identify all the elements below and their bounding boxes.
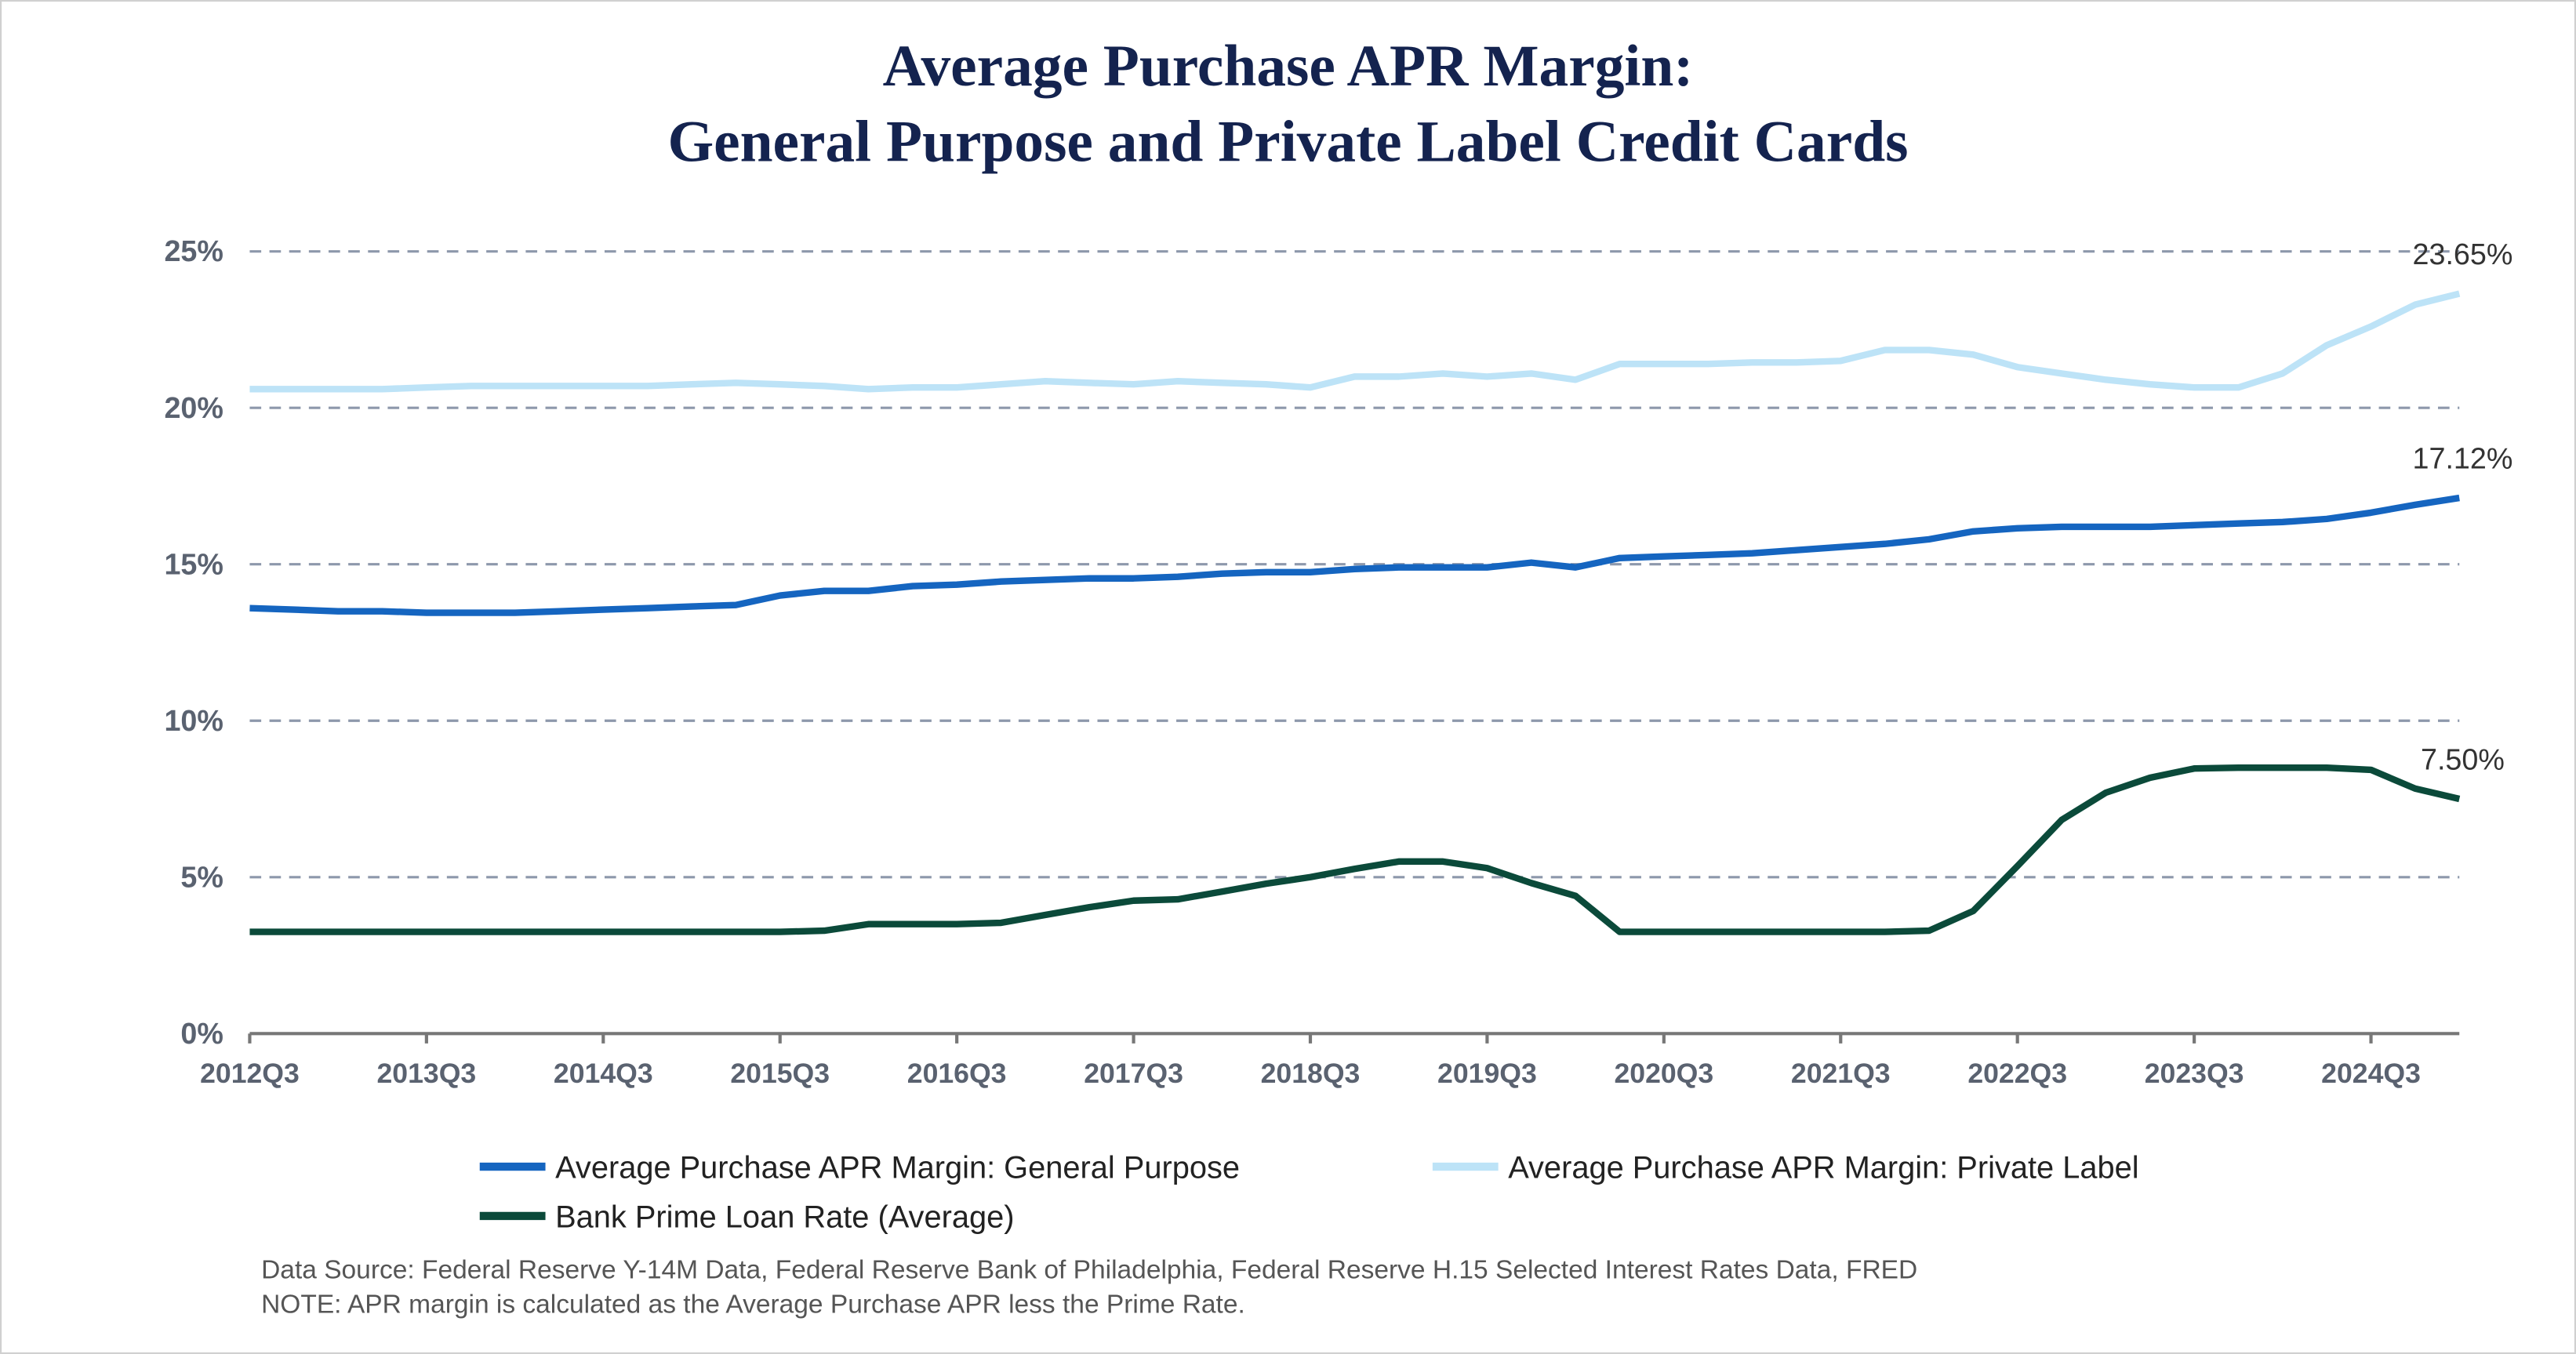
y-tick-label: 10% <box>164 704 223 737</box>
end-label: 23.65% <box>2413 238 2513 270</box>
series-line <box>249 764 2461 935</box>
x-tick-label: 2017Q3 <box>1084 1058 1183 1089</box>
y-tick-label: 5% <box>180 860 223 893</box>
legend-label: Average Purchase APR Margin: Private Lab… <box>1508 1151 2138 1185</box>
method-note: NOTE: APR margin is calculated as the Av… <box>261 1290 1245 1320</box>
y-tick-label: 20% <box>164 391 223 424</box>
x-tick-label: 2016Q3 <box>907 1058 1007 1089</box>
chart-title: Average Purchase APR Margin: <box>883 34 1694 99</box>
legend-label: Bank Prime Loan Rate (Average) <box>555 1200 1014 1235</box>
y-tick-label: 25% <box>164 234 223 267</box>
legend-label: Average Purchase APR Margin: General Pur… <box>555 1151 1240 1185</box>
y-tick-label: 0% <box>180 1017 223 1050</box>
source-note: Data Source: Federal Reserve Y-14M Data,… <box>261 1256 1917 1285</box>
x-tick-label: 2013Q3 <box>377 1058 477 1089</box>
chart-title: General Purpose and Private Label Credit… <box>667 109 1908 174</box>
end-label: 7.50% <box>2421 742 2505 775</box>
x-tick-label: 2020Q3 <box>1614 1058 1713 1089</box>
series-line <box>249 494 2460 616</box>
x-tick-label: 2019Q3 <box>1437 1058 1537 1089</box>
x-tick-label: 2015Q3 <box>730 1058 830 1089</box>
x-tick-label: 2014Q3 <box>554 1058 653 1089</box>
x-tick-label: 2012Q3 <box>200 1058 300 1089</box>
x-tick-label: 2018Q3 <box>1261 1058 1361 1089</box>
x-tick-label: 2022Q3 <box>1967 1058 2067 1089</box>
x-tick-label: 2024Q3 <box>2321 1058 2421 1089</box>
x-tick-label: 2023Q3 <box>2145 1058 2244 1089</box>
series-line <box>249 290 2461 393</box>
y-tick-label: 15% <box>164 547 223 580</box>
end-label: 17.12% <box>2413 441 2513 474</box>
x-tick-label: 2021Q3 <box>1791 1058 1891 1089</box>
